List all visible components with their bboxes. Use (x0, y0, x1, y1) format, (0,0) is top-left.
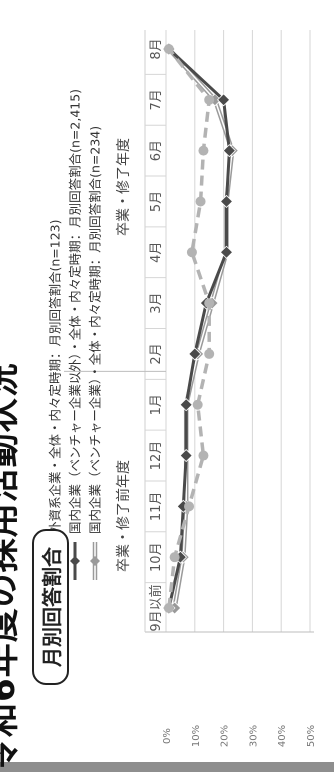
data-point (163, 603, 174, 613)
category-label: 6月 (149, 140, 164, 161)
category-label: 4月 (149, 242, 164, 263)
y-tick-label: 20% (220, 725, 231, 747)
y-tick-label: 0% (162, 728, 173, 744)
y-tick-label: 30% (248, 725, 259, 747)
y-tick-label: 40% (277, 725, 288, 747)
category-label: 8月 (149, 38, 164, 59)
data-point (222, 144, 236, 158)
section-badge: 月別回答割合 (32, 529, 69, 685)
data-point (179, 398, 193, 412)
category-label: 11月 (149, 492, 164, 522)
data-point (204, 348, 215, 359)
y-tick-label: 10% (191, 725, 202, 747)
legend-label: 国内企業（ベンチャー企業以外）・全体・内々定時期：月別回答割合(n=2,415) (68, 89, 83, 534)
legend-marker (90, 556, 100, 566)
data-point (219, 245, 234, 259)
category-label: 1月 (149, 394, 164, 415)
category-label: 3月 (149, 292, 164, 313)
data-point (192, 399, 203, 410)
category-label: 12月 (149, 441, 164, 471)
data-point (198, 450, 209, 461)
data-point (195, 196, 206, 207)
page-title: 令和6年度の採用活動状況 (0, 362, 23, 772)
data-point (169, 552, 180, 563)
legend-label: 国内企業（ベンチャー企業）・全体・内々定時期：月別回答割合(n=234) (88, 126, 103, 534)
category-label: 5月 (149, 191, 164, 212)
category-label: 9月以前 (148, 584, 164, 631)
data-point (163, 44, 174, 54)
data-point (204, 298, 215, 309)
data-point (204, 94, 215, 105)
series-line (167, 47, 231, 609)
category-label: 7月 (149, 89, 164, 110)
data-point (188, 347, 202, 361)
data-point (219, 194, 234, 209)
data-point (186, 247, 197, 258)
legend-marker (70, 556, 80, 566)
data-point (179, 448, 193, 463)
period-note-previous: 卒業・修了前年度 (115, 460, 132, 572)
data-point (198, 145, 209, 156)
legend-label: 外資系企業・全体・内々定時期：月別回答割合(n=123) (48, 219, 63, 534)
category-label: 2月 (149, 343, 164, 364)
data-point (184, 501, 195, 512)
period-note-graduation: 卒業・修了年度 (116, 138, 132, 236)
category-label: 10月 (149, 542, 164, 572)
data-point (217, 93, 231, 107)
y-tick-label: 50% (306, 725, 317, 747)
